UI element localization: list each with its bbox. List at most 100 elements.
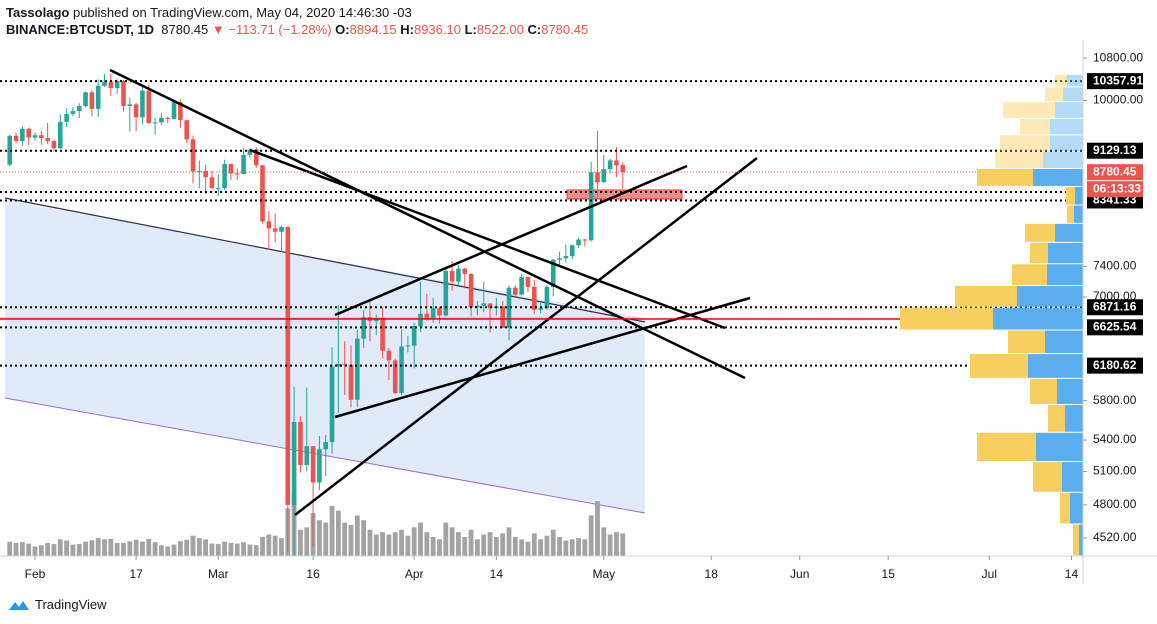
candle-body (102, 81, 107, 86)
channel-fill (5, 200, 645, 513)
candle-body (424, 313, 430, 319)
candle-body (355, 338, 360, 400)
candle-body (481, 303, 487, 306)
volume-bar (304, 527, 310, 556)
arrow: ▼ (211, 22, 225, 37)
candle-body (76, 106, 82, 112)
volume-bar (241, 542, 246, 556)
volume-bar (102, 539, 107, 556)
volume-bar (127, 541, 133, 556)
candle-body (500, 306, 505, 328)
volume-bar (373, 534, 379, 556)
profile-up (1043, 151, 1083, 168)
profile-down (1060, 492, 1070, 524)
candle-body (64, 113, 69, 122)
level-label: 9129.13 (1093, 143, 1137, 157)
volume-bar (323, 522, 329, 556)
x-tick-label: Jun (790, 567, 809, 581)
profile-down (1066, 186, 1075, 205)
volume-bar (525, 541, 531, 556)
volume-bar (329, 505, 335, 556)
drawings (0, 189, 683, 514)
candles (7, 73, 626, 556)
volume-bar (253, 545, 259, 556)
x-tick-label: May (592, 567, 615, 581)
profile-down (1012, 264, 1047, 285)
change: −113.71 (−1.28%) (228, 22, 332, 37)
candle-body (178, 102, 183, 121)
x-tick-label: Jul (982, 567, 997, 581)
volume-bar (576, 538, 581, 556)
level-label: 6871.16 (1093, 299, 1137, 313)
candle-body (253, 149, 259, 166)
volume-bar (620, 533, 626, 556)
trend-line (294, 157, 758, 516)
volume-bar (209, 543, 215, 556)
candle-body (386, 350, 392, 361)
volume-bar (19, 542, 25, 556)
symbol: BINANCE:BTCUSDT, 1D (6, 22, 155, 37)
volume-bar (171, 544, 177, 556)
candle-body (159, 117, 164, 123)
candle-body (601, 169, 607, 183)
volume-bar (418, 522, 423, 556)
candle-body (418, 313, 423, 327)
profile-up (1036, 432, 1083, 462)
level-label-bg (1087, 319, 1143, 336)
profile-down (1025, 223, 1055, 242)
candle-body (89, 92, 95, 109)
profile-down (1030, 242, 1048, 264)
volume-bar (582, 539, 588, 556)
profile-up (1070, 492, 1083, 524)
footer: TradingView (8, 597, 107, 612)
candle-body (234, 173, 240, 175)
last-price-label: 8780.45 (1093, 164, 1137, 178)
volume-bar (272, 535, 278, 556)
volume-bar (45, 542, 51, 556)
candle-body (348, 364, 354, 400)
volume-bar (506, 527, 512, 556)
candle-body (279, 226, 284, 232)
x-tick-label: Feb (25, 567, 46, 581)
level-label: 6625.54 (1093, 320, 1137, 334)
ohlc-label: C: (527, 22, 542, 37)
candle-body (13, 135, 19, 142)
profile-up (1048, 242, 1083, 264)
y-tick-label: 7400.00 (1093, 259, 1137, 273)
volume-bar (424, 532, 430, 556)
profile-down (977, 432, 1036, 462)
volume-bar (89, 540, 95, 556)
candle-body (247, 149, 253, 155)
volume-bar (121, 542, 126, 556)
channel-top (4, 197, 646, 323)
trend-line (334, 164, 688, 317)
volume-bar (361, 520, 367, 556)
profile-up (993, 307, 1083, 330)
candle-body (165, 117, 171, 120)
volume-bar (405, 535, 411, 556)
volume-bar (222, 541, 227, 556)
candle-body (405, 345, 411, 347)
volume-bar (196, 538, 202, 556)
profile-down (1067, 205, 1074, 223)
candle-body (171, 102, 177, 120)
candle-body (399, 346, 404, 394)
volume-bar (475, 539, 480, 556)
volume-bar (146, 538, 152, 556)
ohlc-label: L: (464, 22, 477, 37)
candle-body (563, 256, 569, 259)
volume-bar (614, 532, 619, 556)
candle-body (260, 165, 265, 222)
volume-bar (260, 536, 265, 556)
trend-lines (0, 68, 1083, 516)
author: Tassolago (6, 5, 70, 20)
volume-bar (279, 538, 284, 556)
volume-bar (512, 536, 518, 556)
volume-bar (411, 527, 417, 556)
candle-body (209, 177, 215, 189)
candle-body (39, 135, 44, 139)
profile-up (1047, 264, 1083, 285)
candle-body (26, 128, 31, 138)
candle-body (70, 111, 76, 114)
candle-body (531, 286, 537, 310)
